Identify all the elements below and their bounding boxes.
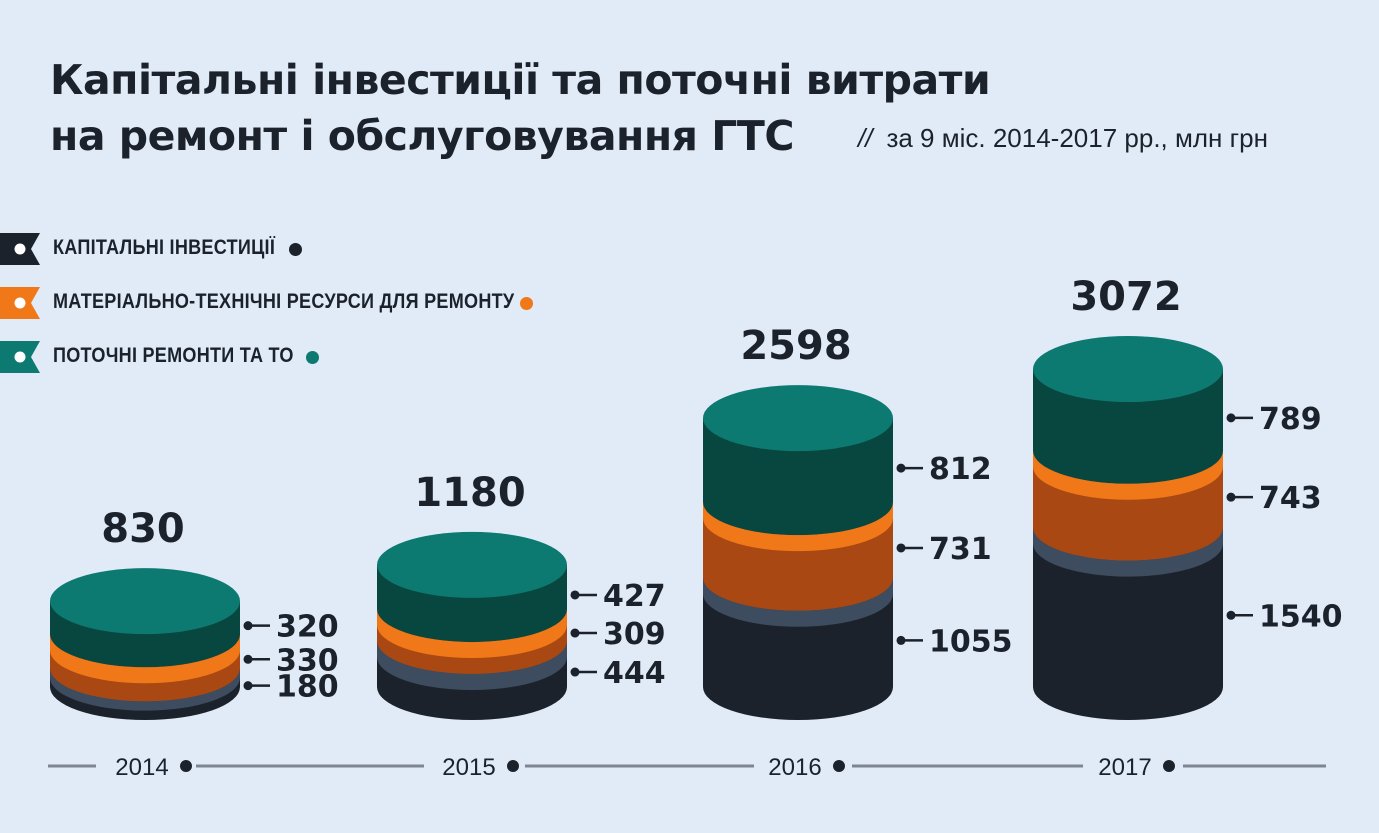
legend-flag-icon bbox=[0, 233, 40, 265]
legend-dot-icon bbox=[520, 297, 533, 310]
segment-highlight-band bbox=[50, 634, 240, 684]
cylinder-top bbox=[377, 531, 567, 598]
segment-highlight-band bbox=[377, 609, 567, 659]
segment-highlight-band bbox=[1033, 450, 1223, 500]
bar-segment-КАПІТАЛЬНІ ІНВЕСТИЦІЇ bbox=[1033, 527, 1223, 720]
cylinder-2014 bbox=[50, 568, 240, 720]
total-label-2017: 3072 bbox=[1070, 274, 1181, 320]
segment-highlight-band bbox=[703, 577, 893, 627]
value-marker-dot bbox=[243, 681, 253, 691]
cylinder-top bbox=[50, 568, 240, 635]
value-marker-dot bbox=[896, 635, 906, 645]
legend-dot-icon bbox=[289, 243, 302, 256]
value-marker-dot bbox=[896, 463, 906, 473]
axis-dot-icon bbox=[507, 760, 519, 772]
cylinder-2017 bbox=[1033, 336, 1223, 720]
legend-flag-icon bbox=[0, 341, 40, 373]
year-label-2014: 2014 bbox=[115, 754, 168, 781]
axis-dot-icon bbox=[180, 760, 192, 772]
value-label: 1540 bbox=[1259, 599, 1343, 634]
year-label-2015: 2015 bbox=[442, 754, 495, 781]
segment-highlight-band bbox=[50, 668, 240, 711]
cylinder-top bbox=[703, 385, 893, 452]
value-marker-dot bbox=[1226, 492, 1236, 502]
axis-dot-icon bbox=[833, 760, 845, 772]
value-label: 731 bbox=[929, 532, 992, 567]
value-marker-dot bbox=[570, 667, 580, 677]
segment-highlight-band bbox=[377, 641, 567, 691]
bar-segment-overlay bbox=[1033, 369, 1223, 484]
value-label: 320 bbox=[276, 610, 339, 645]
value-label: 812 bbox=[929, 452, 992, 487]
chart-title-line-2: на ремонт і обслуговування ГТС bbox=[50, 112, 794, 160]
legend-flag-icon bbox=[0, 287, 40, 319]
value-label: 444 bbox=[603, 656, 666, 691]
chart-title-line-1: Капітальні інвестиції та поточні витрати bbox=[50, 56, 991, 104]
value-marker-dot bbox=[1226, 610, 1236, 620]
total-label-2016: 2598 bbox=[740, 323, 851, 369]
segment-highlight-band bbox=[1033, 527, 1223, 577]
value-marker-dot bbox=[896, 543, 906, 553]
cylinder-2015 bbox=[377, 531, 567, 720]
axis-dot-icon bbox=[1163, 760, 1175, 772]
value-label: 330 bbox=[276, 643, 339, 678]
year-label-2017: 2017 bbox=[1098, 754, 1151, 781]
value-label: 309 bbox=[603, 617, 666, 652]
year-label-2016: 2016 bbox=[768, 754, 821, 781]
total-label-2014: 830 bbox=[101, 506, 185, 552]
value-label: 789 bbox=[1259, 402, 1322, 437]
title-block: Капітальні інвестиції та поточні витрати… bbox=[50, 52, 991, 164]
bar-segment-overlay bbox=[703, 418, 893, 536]
legend-label-capital: КАПІТАЛЬНІ ІНВЕСТИЦІЇ bbox=[53, 236, 276, 259]
value-marker-dot bbox=[243, 654, 253, 664]
value-label: 427 bbox=[603, 579, 666, 614]
subtitle-separator: // bbox=[858, 123, 873, 153]
legend-label-repairs: ПОТОЧНІ РЕМОНТИ ТА ТО bbox=[53, 344, 294, 367]
cylinder-2016 bbox=[703, 385, 893, 720]
cylinder-top bbox=[1033, 336, 1223, 403]
value-label: 1055 bbox=[929, 624, 1013, 659]
value-label: 180 bbox=[276, 670, 339, 705]
value-marker-dot bbox=[570, 590, 580, 600]
value-marker-dot bbox=[570, 628, 580, 638]
legend-dot-icon bbox=[306, 351, 319, 364]
segment-highlight-band bbox=[703, 502, 893, 552]
value-marker-dot bbox=[243, 621, 253, 631]
legend-label-materials: МАТЕРІАЛЬНО-ТЕХНІЧНІ РЕСУРСИ ДЛЯ РЕМОНТУ bbox=[53, 290, 515, 313]
total-label-2015: 1180 bbox=[414, 470, 525, 516]
chart-subtitle: // за 9 міс. 2014-2017 рр., млн грн bbox=[858, 123, 1268, 154]
value-marker-dot bbox=[1226, 413, 1236, 423]
subtitle-text: за 9 міс. 2014-2017 рр., млн грн bbox=[886, 123, 1268, 153]
value-label: 743 bbox=[1259, 481, 1322, 516]
